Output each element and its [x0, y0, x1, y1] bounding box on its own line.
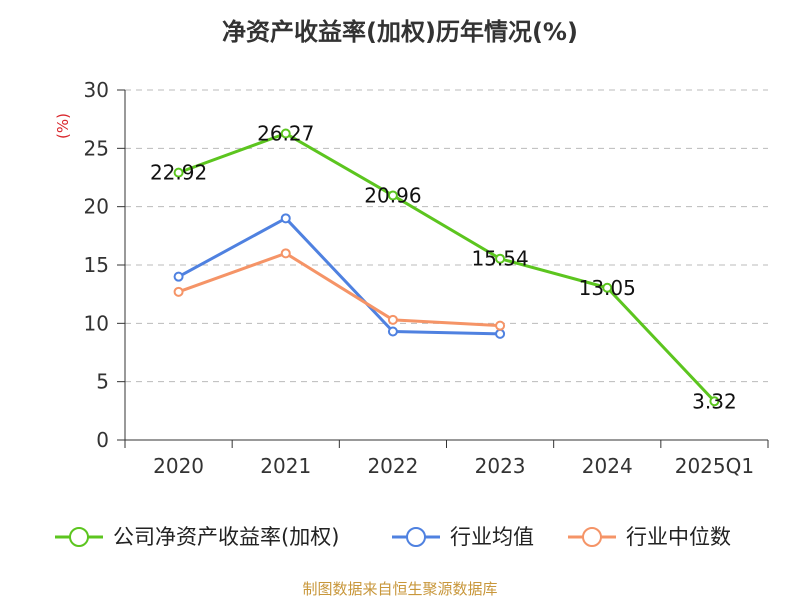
y-tick-label: 10 — [84, 311, 109, 335]
series-line-1 — [177, 216, 501, 336]
data-point — [387, 190, 398, 201]
data-point — [495, 320, 506, 331]
data-label: 20.96 — [364, 183, 421, 207]
chart-title: 净资产收益率(加权)历年情况(%) — [222, 18, 578, 46]
legend-label: 公司净资产收益率(加权) — [113, 525, 339, 549]
y-tick-label: 20 — [84, 195, 109, 219]
data-point — [387, 326, 398, 337]
data-label: 13.05 — [579, 276, 636, 300]
data-label: 22.92 — [150, 161, 207, 185]
data-source-note: 制图数据来自恒生聚源数据库 — [302, 580, 498, 598]
data-label: 26.27 — [257, 122, 314, 146]
data-point — [495, 328, 506, 339]
series-line-2 — [178, 251, 501, 328]
legend-marker — [69, 527, 89, 547]
data-point — [709, 396, 720, 407]
legend-label: 行业中位数 — [626, 525, 731, 549]
data-point — [173, 167, 184, 178]
y-tick-label: 0 — [96, 428, 109, 452]
y-tick-label: 25 — [84, 136, 109, 160]
x-tick-label: 2024 — [582, 454, 633, 478]
data-label: 15.54 — [471, 247, 528, 271]
x-tick-label: 2022 — [367, 454, 418, 478]
data-point — [495, 253, 506, 264]
legend-marker — [582, 527, 602, 547]
series-line-0 — [178, 132, 716, 403]
data-point — [280, 128, 291, 139]
y-tick-label: 15 — [84, 253, 109, 277]
y-tick-label: 5 — [96, 370, 109, 394]
data-point — [602, 282, 613, 293]
legend-marker — [406, 527, 426, 547]
data-point — [280, 248, 291, 259]
y-tick-label: 30 — [84, 78, 109, 102]
x-tick-label: 2021 — [260, 454, 311, 478]
data-label: 3.32 — [692, 389, 737, 413]
data-point — [173, 286, 184, 297]
y-axis-unit-label: (%) — [54, 113, 72, 139]
data-point — [173, 271, 184, 282]
x-tick-label: 2025Q1 — [675, 454, 754, 478]
x-tick-label: 2020 — [153, 454, 204, 478]
x-tick-label: 2023 — [475, 454, 526, 478]
data-point — [387, 314, 398, 325]
data-point — [280, 213, 291, 224]
legend-label: 行业均值 — [450, 525, 534, 549]
